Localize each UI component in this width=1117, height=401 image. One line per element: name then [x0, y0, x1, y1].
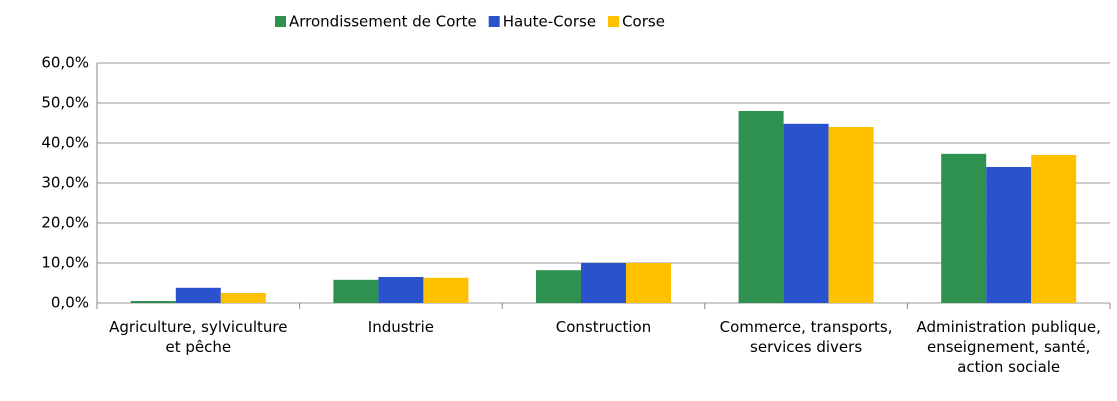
bar	[738, 111, 784, 303]
x-tick-label: Agriculture, sylviculture et pêche	[109, 318, 288, 356]
bar	[1031, 155, 1077, 303]
bar	[378, 277, 424, 303]
bar	[626, 263, 671, 303]
bar	[130, 301, 176, 303]
y-tick-label: 60,0%	[41, 54, 89, 72]
y-tick-label: 30,0%	[41, 174, 89, 192]
y-tick-label: 40,0%	[41, 134, 89, 152]
legend-swatch	[608, 16, 620, 27]
bar	[783, 123, 829, 303]
legend-swatch	[275, 16, 286, 27]
bar	[536, 270, 581, 303]
x-tick-label: Construction	[555, 318, 652, 336]
y-tick-label: 20,0%	[41, 214, 89, 232]
legend-label: Corse	[622, 13, 665, 31]
bar	[986, 167, 1032, 303]
legend-swatch	[488, 16, 500, 27]
legend-label: Haute-Corse	[503, 13, 596, 31]
bar	[828, 127, 874, 303]
bar	[333, 279, 379, 303]
x-tick-label: Commerce, transports, services divers	[719, 318, 893, 356]
y-tick-label: 50,0%	[41, 94, 89, 112]
bar	[941, 153, 987, 303]
bar	[220, 293, 266, 303]
y-tick-label: 10,0%	[41, 254, 89, 272]
y-tick-label: 0,0%	[51, 294, 89, 312]
bar	[423, 277, 469, 303]
bar	[581, 263, 626, 303]
bar	[175, 287, 221, 303]
legend-label: Arrondissement de Corte	[289, 13, 477, 31]
x-tick-label: Industrie	[367, 318, 434, 336]
x-tick-label: Administration publique, enseignement, s…	[916, 318, 1101, 376]
